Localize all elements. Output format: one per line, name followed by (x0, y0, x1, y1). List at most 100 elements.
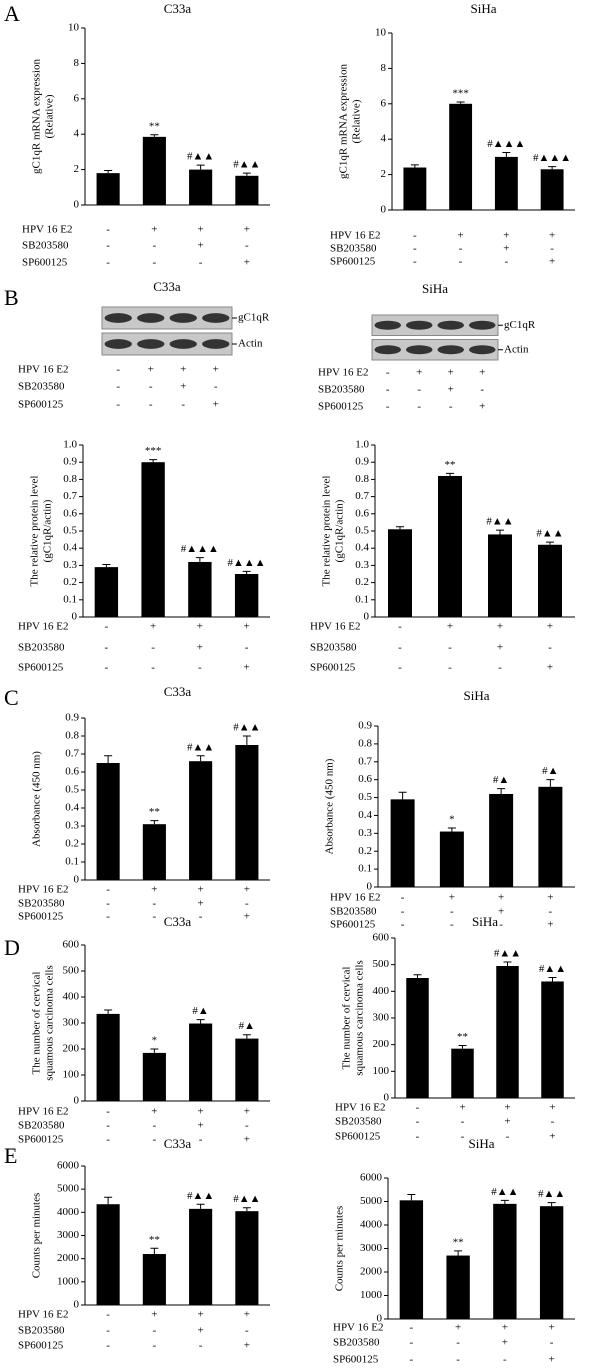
y-tick-label: 6000 (360, 1172, 383, 1184)
error-bar (503, 961, 512, 966)
condition-sign: + (197, 642, 203, 654)
bar (234, 574, 259, 617)
error-bar (447, 827, 456, 832)
condition-sign: + (244, 1340, 250, 1352)
y-tick-label: 5000 (360, 1195, 383, 1207)
condition-sign: - (401, 906, 405, 918)
bar (388, 529, 412, 617)
condition-sign: - (398, 621, 402, 633)
condition-sign: - (450, 919, 454, 931)
y-tick-label: 500 (63, 965, 80, 977)
error-bar (242, 172, 251, 176)
condition-label: HPV 16 E2 (18, 884, 69, 896)
y-tick-label: 0.7 (358, 755, 372, 767)
y-tick-label: 2000 (57, 1252, 80, 1264)
y-tick-label: 400 (63, 991, 80, 1003)
y-axis-label: squamous carcinoma cells (44, 965, 56, 1080)
y-axis-label: Counts per minutes (334, 1206, 346, 1292)
y-tick-label: 4000 (360, 1219, 383, 1231)
condition-sign: - (386, 367, 390, 379)
condition-label: HPV 16 E2 (18, 364, 69, 376)
bar (541, 981, 564, 1098)
condition-label: SP600125 (18, 911, 64, 923)
error-bar (242, 735, 251, 745)
blot-band (406, 345, 433, 355)
condition-sign: + (244, 884, 250, 896)
error-bar (242, 570, 251, 574)
bar (189, 1208, 213, 1305)
condition-sign: + (498, 892, 504, 904)
y-tick-label: 600 (63, 939, 80, 951)
condition-sign: + (447, 621, 453, 633)
y-tick-label: 6 (74, 92, 80, 104)
panel-label: A (4, 1, 20, 26)
y-tick-label: 8 (74, 57, 80, 69)
error-bar (150, 820, 159, 825)
chart-title: C33a (164, 1136, 192, 1151)
bar (189, 761, 213, 880)
y-tick-label: 0.8 (355, 473, 369, 485)
error-bar (547, 1202, 556, 1207)
condition-sign: - (151, 642, 155, 654)
y-tick-label: 10 (68, 22, 80, 34)
y-tick-label: 6 (381, 97, 387, 109)
y-axis-label: The relative protein level (29, 476, 41, 587)
y-tick-label: 0.9 (358, 720, 372, 732)
error-bar (195, 557, 204, 562)
condition-sign: + (151, 1309, 157, 1321)
condition-sign: - (413, 256, 417, 268)
error-bar (454, 1250, 463, 1256)
error-bar (150, 134, 159, 137)
condition-sign: - (459, 243, 463, 255)
condition-sign: - (456, 1337, 460, 1349)
blot-title: C33a (153, 279, 181, 294)
significance-label: * (449, 813, 455, 825)
condition-sign: - (153, 898, 157, 910)
blot-band (104, 339, 132, 349)
significance-label: #▲▲ (538, 1188, 565, 1200)
y-axis-label: The relative protein level (321, 476, 333, 587)
condition-label: SB203580 (18, 1120, 65, 1132)
bar (540, 169, 564, 210)
error-bar (104, 755, 113, 763)
error-bar (398, 791, 407, 800)
condition-sign: + (498, 906, 504, 918)
condition-sign: + (502, 1337, 508, 1349)
y-tick-label: 4 (381, 133, 387, 145)
y-tick-label: 0.2 (355, 576, 369, 588)
chart-title: SiHa (472, 914, 498, 929)
y-tick-label: 0.5 (65, 784, 79, 796)
condition-sign: - (106, 257, 110, 269)
condition-label: HPV 16 E2 (333, 1322, 384, 1334)
error-bar (242, 1207, 251, 1212)
significance-label: ** (445, 459, 456, 471)
condition-sign: - (550, 1337, 554, 1349)
condition-sign: - (106, 1134, 110, 1146)
y-tick-label: 0.3 (63, 559, 77, 571)
condition-sign: - (549, 906, 553, 918)
condition-label: SB203580 (22, 240, 69, 252)
condition-sign: + (448, 367, 454, 379)
y-axis-label: Absorbance (450 nm) (324, 758, 336, 854)
significance-label: ** (453, 1236, 464, 1248)
condition-label: SB203580 (18, 1325, 65, 1337)
y-tick-label: 3000 (360, 1242, 383, 1254)
error-bar (497, 788, 506, 794)
y-tick-label: 0.5 (63, 525, 77, 537)
y-tick-label: 1000 (360, 1289, 383, 1301)
y-tick-label: 600 (373, 932, 390, 944)
condition-sign: + (503, 243, 509, 255)
y-tick-label: 0.7 (355, 490, 369, 502)
y-axis-label: Absorbance (450 nm) (31, 751, 43, 847)
error-bar (196, 1203, 205, 1209)
condition-sign: - (106, 1325, 110, 1337)
condition-label: SP600125 (22, 257, 68, 269)
condition-sign: + (549, 1102, 555, 1114)
chart-title: C33a (164, 1, 192, 16)
condition-label: SB203580 (333, 1337, 380, 1349)
significance-label: ** (149, 1234, 160, 1246)
condition-label: SB203580 (330, 906, 377, 918)
y-tick-label: 0.3 (358, 827, 372, 839)
condition-sign: + (198, 1120, 204, 1132)
y-tick-label: 0 (367, 881, 373, 893)
